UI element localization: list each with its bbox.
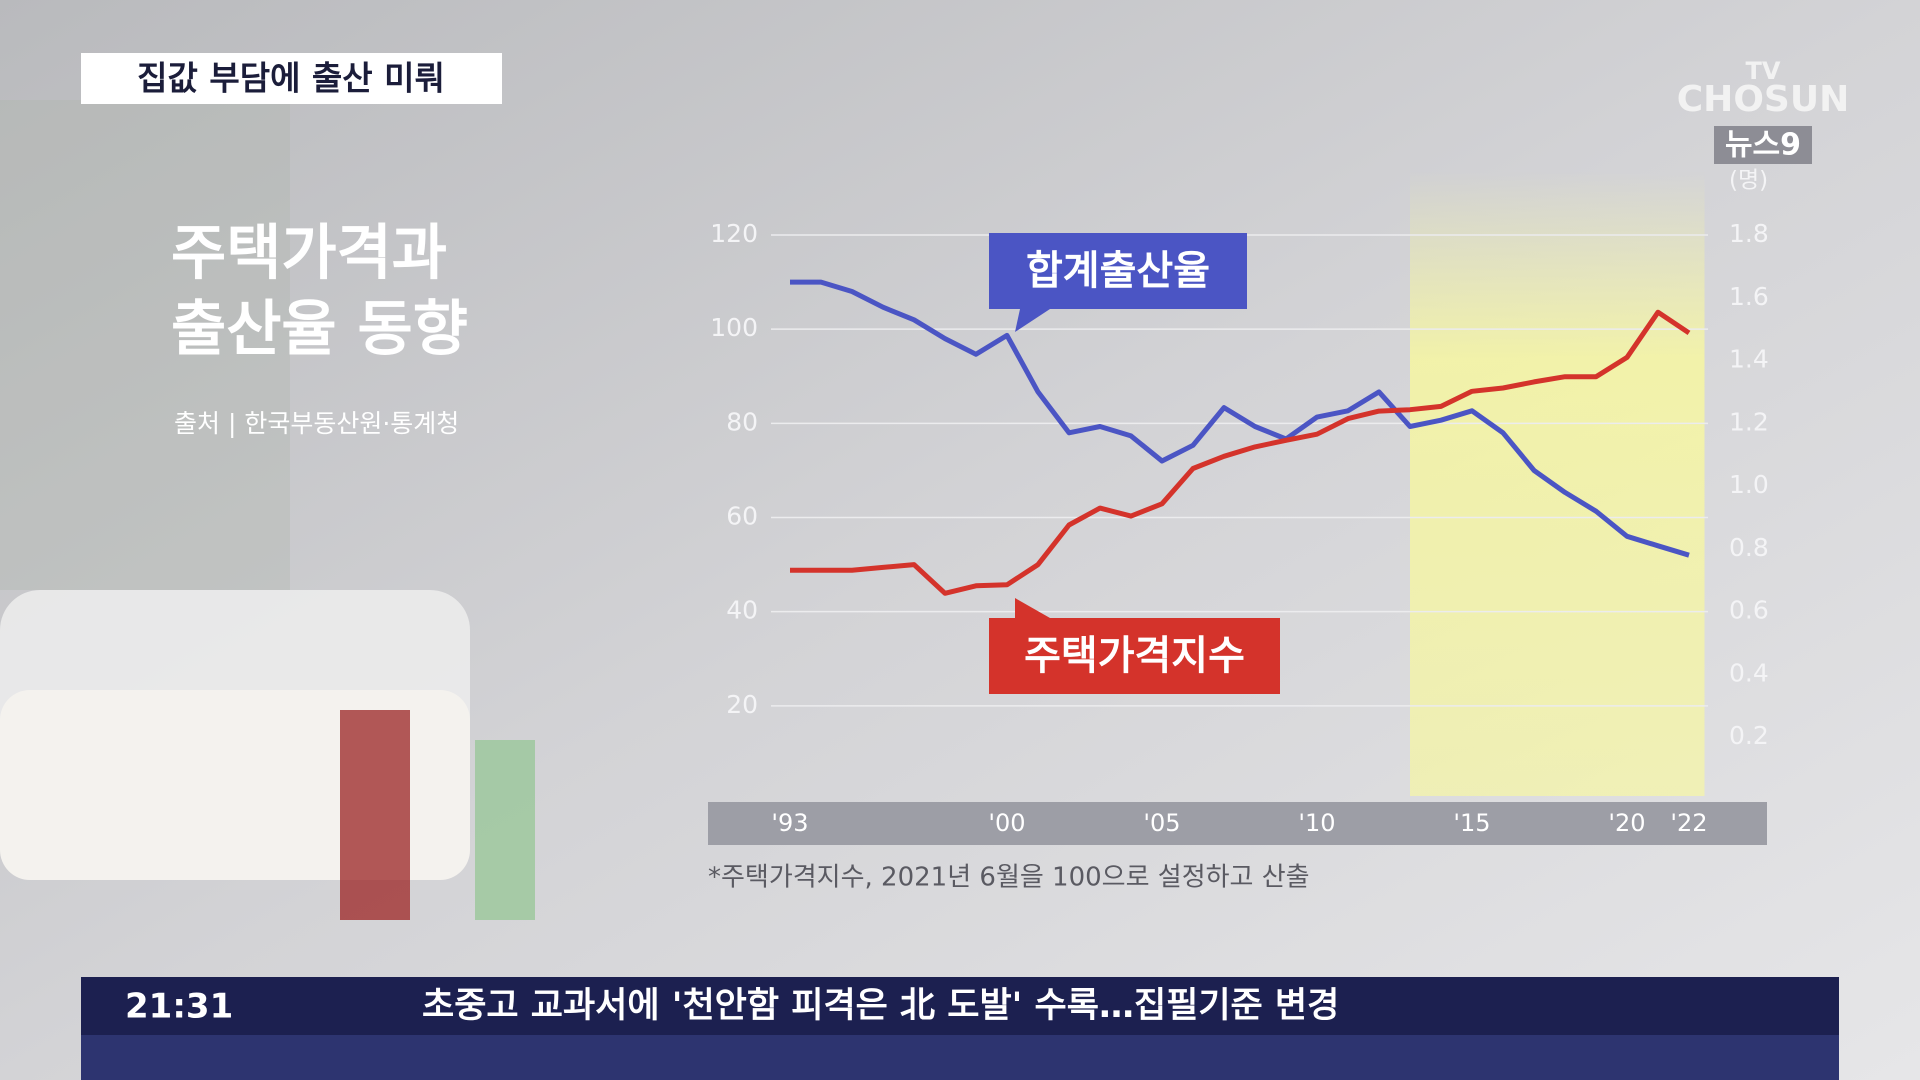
data-line (790, 279, 1690, 558)
y2-tick-label: 0.4 (1729, 658, 1769, 687)
x-tick-label: '20 (1608, 809, 1645, 837)
y-tick-label: 80 (726, 407, 758, 436)
x-tick-label: '10 (1298, 809, 1335, 837)
figure-woman (475, 740, 535, 920)
y2-tick-label: 1.0 (1729, 470, 1769, 499)
x-tick-label: '00 (988, 809, 1025, 837)
logo-program-box (1714, 126, 1812, 164)
legend-box (989, 618, 1280, 694)
chart-title: 출산율 동향 (171, 295, 468, 365)
y-tick-label: 60 (726, 502, 758, 531)
ticker-lower (81, 1035, 1839, 1080)
y-tick-label: 100 (710, 313, 758, 342)
plot: 20 40 60 80 100 120 0.2 0.4 0.6 0.8 1.0 1.2 1.4 1.6 1.… (708, 168, 1769, 845)
legend-pointer (1015, 309, 1050, 332)
highlight-band (1410, 171, 1705, 796)
y2-tick-label: 0.8 (1729, 533, 1769, 562)
y2-tick-label: 1.6 (1729, 282, 1769, 311)
ticker-headline: 초중고 교과서에 '천안함 피격은 北 도발' 수록…집필기준 변경 (422, 986, 1339, 1026)
x-tick-label: '93 (771, 809, 808, 837)
footnote: *주택가격지수, 2021년 6월을 100으로 설정하고 산출 (708, 863, 1310, 893)
legend-label: 합계출산율 (1026, 248, 1210, 294)
y2-tick-label: 0.2 (1729, 721, 1769, 750)
y2-tick-label: 1.2 (1729, 407, 1769, 436)
legend-pointer (1015, 598, 1050, 618)
background-paper (0, 100, 290, 590)
banner-box (81, 53, 502, 104)
banner: 집값 부담에 출산 미뤄 (137, 59, 445, 98)
logo-program: 뉴스9 (1725, 128, 1801, 163)
x-tick-label: '22 (1670, 809, 1707, 837)
y2-tick-label: 0.6 (1729, 596, 1769, 625)
legend-box (989, 233, 1247, 309)
chart-title: 주택가격과 (171, 219, 447, 289)
legend-label: 주택가격지수 (1024, 633, 1245, 679)
logo-top: TV (1746, 57, 1781, 85)
source: 출처 | 한국부동산원·통계청 (174, 409, 459, 438)
data-line (790, 309, 1691, 596)
ticker-bar (81, 977, 1839, 1035)
y-tick-label: 120 (710, 219, 758, 248)
x-axis-band (708, 802, 1767, 845)
x-tick-label: '15 (1453, 809, 1490, 837)
logo-name: CHOSUN (1677, 79, 1849, 120)
y2-axis-label: (명) (1729, 168, 1768, 194)
figure-man (340, 710, 410, 920)
ticker-time: 21:31 (125, 987, 233, 1027)
y-tick-label: 20 (726, 690, 758, 719)
y2-tick-label: 1.8 (1729, 219, 1769, 248)
y2-tick-label: 1.4 (1729, 345, 1769, 374)
x-tick-label: '05 (1143, 809, 1180, 837)
y-tick-label: 40 (726, 596, 758, 625)
